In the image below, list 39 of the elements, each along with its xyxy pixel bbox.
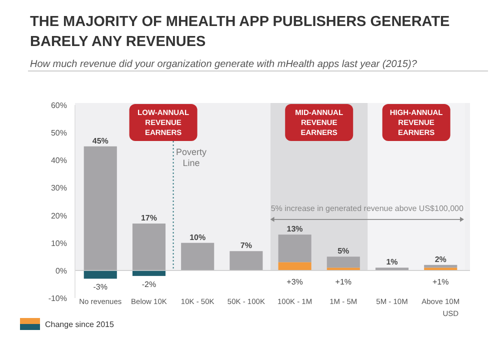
data-label: +3% (286, 277, 303, 286)
data-label: 1% (386, 258, 398, 267)
bar (326, 268, 360, 270)
data-label: 17% (140, 214, 157, 223)
y-tick-label: 20% (50, 211, 67, 220)
bar (132, 270, 166, 276)
bar (278, 234, 312, 262)
y-tick-label: 0% (55, 266, 67, 276)
chart-title: THE MAJORITY OF MHEALTH APP PUBLISHERS GENERATE BARELY ANY REVENUES (30, 14, 450, 50)
data-label: -2% (142, 280, 156, 289)
annotation: 5% increase in generated revenue above US$100,000 (270, 204, 464, 214)
data-label: 7% (240, 241, 252, 250)
annotation: Poverty Line (176, 147, 208, 168)
data-label: -3% (93, 282, 108, 292)
y-tick-label: -10% (48, 294, 67, 303)
y-tick-label: 40% (50, 156, 67, 166)
data-label: +1% (432, 277, 449, 286)
total-label: 5% (338, 246, 350, 256)
data-label: 10% (190, 232, 206, 242)
bar (84, 146, 117, 270)
total-label: 2% (434, 254, 446, 264)
bar (278, 262, 312, 270)
y-tick-label: 10% (50, 238, 67, 248)
chart-subtitle: How much revenue did your organization generate with mHealth apps last year (2015)? (30, 59, 418, 70)
data-label: +1% (335, 277, 352, 286)
bar (84, 270, 117, 279)
bar (181, 242, 214, 270)
bar (230, 251, 263, 270)
bar (326, 256, 360, 268)
bar (424, 264, 458, 268)
total-label: 13% (286, 224, 303, 234)
y-tick-label: 50% (50, 128, 67, 138)
legend-label: Change since 2015 (45, 320, 114, 329)
bar (375, 268, 409, 270)
bar (132, 224, 166, 270)
y-tick-label: 60% (50, 101, 67, 110)
bar (424, 268, 458, 270)
data-label: 45% (92, 136, 108, 146)
y-tick-label: 30% (50, 184, 67, 193)
